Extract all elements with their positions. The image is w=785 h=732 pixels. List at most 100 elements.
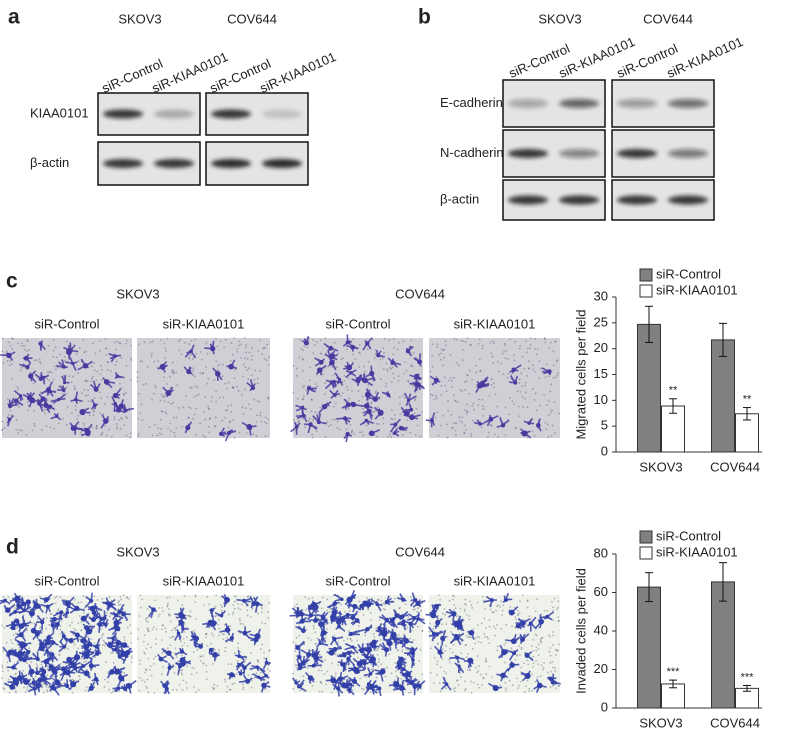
pore <box>351 430 353 432</box>
pore <box>203 663 205 665</box>
cell-body <box>385 618 390 623</box>
pore <box>552 425 554 427</box>
pore <box>151 675 153 677</box>
pore <box>73 642 75 644</box>
cell-line-label: COV644 <box>395 286 445 301</box>
pore <box>77 372 79 374</box>
pore <box>546 610 548 612</box>
pore <box>491 384 493 386</box>
pore <box>370 669 372 671</box>
pore <box>453 394 455 396</box>
pore <box>303 385 305 387</box>
pore <box>218 619 220 621</box>
pore <box>393 338 395 340</box>
pore <box>429 422 431 424</box>
pore <box>347 389 349 391</box>
pore <box>261 606 263 608</box>
pore <box>409 432 411 434</box>
cell-body <box>26 599 31 604</box>
cell-body <box>19 632 24 637</box>
pore <box>145 620 147 622</box>
y-tick-label: 15 <box>594 366 608 381</box>
cell-body <box>230 636 234 640</box>
pore <box>214 379 216 381</box>
pore <box>315 383 317 385</box>
cell-body <box>51 623 55 627</box>
pore <box>27 339 29 341</box>
pore <box>171 629 173 631</box>
pore <box>125 365 127 367</box>
pore <box>176 689 178 691</box>
pore <box>147 608 149 610</box>
pore <box>384 338 386 340</box>
pore <box>110 652 112 654</box>
pore <box>60 629 62 631</box>
pore <box>504 407 506 409</box>
cell-body <box>527 421 530 424</box>
cell-body <box>252 601 256 605</box>
panel-label: b <box>418 6 431 29</box>
pore <box>465 341 467 343</box>
pore <box>74 644 76 646</box>
pore <box>265 416 267 418</box>
pore <box>99 340 101 342</box>
pore <box>407 380 409 382</box>
pore <box>224 383 226 385</box>
blot-band <box>508 196 548 205</box>
cell-body <box>255 633 261 639</box>
cell-body <box>414 374 419 379</box>
pore <box>467 337 469 339</box>
pore <box>378 423 380 425</box>
cell-body <box>94 606 98 610</box>
pore <box>221 610 223 612</box>
micrograph <box>426 337 560 439</box>
pore <box>453 688 455 690</box>
pore <box>548 375 550 377</box>
cell-body <box>336 686 340 690</box>
pore <box>194 375 196 377</box>
pore <box>234 608 236 610</box>
pore <box>46 689 48 691</box>
pore <box>120 357 122 359</box>
pore <box>392 367 394 369</box>
condition-label: siR-Control <box>34 573 99 588</box>
pore <box>554 401 556 403</box>
pore <box>153 663 155 665</box>
pore <box>520 667 522 669</box>
pore <box>172 689 174 691</box>
pore <box>552 610 554 612</box>
pore <box>152 341 154 343</box>
pore <box>92 376 94 378</box>
pore <box>460 676 462 678</box>
cell-body <box>103 616 107 620</box>
pore <box>445 345 447 347</box>
pore <box>352 338 354 340</box>
pore <box>91 427 93 429</box>
pore <box>125 392 127 394</box>
pore <box>1 665 3 667</box>
pore <box>106 435 108 437</box>
pore <box>296 603 298 605</box>
pore <box>251 347 253 349</box>
pore <box>233 604 235 606</box>
pore <box>108 689 110 691</box>
cell-body <box>261 683 266 688</box>
pore <box>547 423 549 425</box>
cell-body <box>180 650 184 654</box>
pore <box>7 360 9 362</box>
pore <box>46 617 48 619</box>
pore <box>26 350 28 352</box>
pore <box>9 360 11 362</box>
pore <box>231 404 233 406</box>
cell-body <box>198 644 203 649</box>
pore <box>548 651 550 653</box>
pore <box>9 692 11 694</box>
cell-body <box>59 610 63 614</box>
cell-body <box>349 371 352 374</box>
pore <box>141 404 143 406</box>
cell-body <box>488 417 493 422</box>
pore <box>444 614 446 616</box>
pore <box>102 644 104 646</box>
pore <box>540 675 542 677</box>
pore <box>544 342 546 344</box>
